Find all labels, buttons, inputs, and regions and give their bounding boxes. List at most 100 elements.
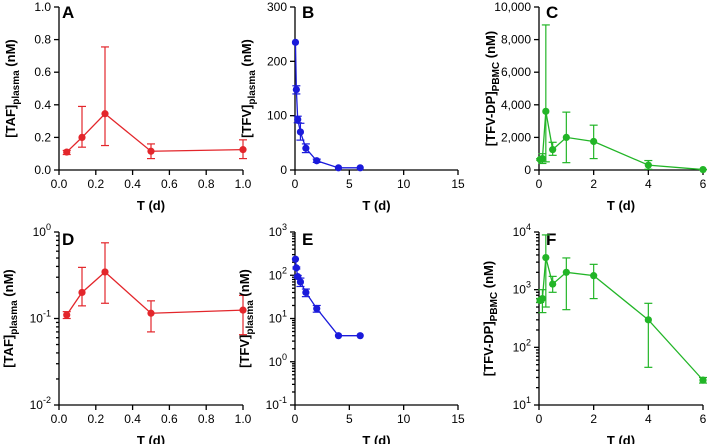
data-point: [101, 268, 109, 276]
x-tick-label: 2: [590, 412, 597, 426]
y-axis-label: [TFV-DP]PBMC (nM): [483, 31, 502, 146]
data-point: [313, 157, 321, 165]
panel-b: 0 5 10 15 0 100 200 300 T (d) [TFV]plasma (nM) B: [239, 0, 465, 213]
x-tick-label: 10: [397, 177, 411, 191]
x-tick-label: 6: [700, 177, 707, 191]
x-tick-label: 0.4: [124, 177, 141, 191]
y-tick-label: 100: [267, 109, 287, 123]
data-point: [291, 255, 300, 263]
data-point: [63, 311, 71, 319]
y-tick-label: 0.0: [34, 163, 51, 177]
panel-letter: C: [546, 3, 558, 22]
data-point: [356, 332, 364, 340]
series-line: [294, 42, 361, 169]
data-point: [239, 146, 247, 154]
data-point: [147, 309, 155, 317]
y-tick-label: 100: [33, 222, 51, 239]
series-line: [539, 257, 704, 381]
x-tick-label: 15: [451, 177, 465, 191]
data-point: [699, 376, 707, 384]
y-tick-label: 102: [513, 337, 531, 354]
x-axis-label: T (d): [607, 198, 635, 213]
x-tick-label: 1.0: [235, 412, 252, 426]
data-point: [147, 147, 155, 155]
data-point: [590, 137, 598, 146]
x-axis-label: T (d): [362, 198, 390, 213]
x-tick-label: 0.2: [87, 412, 104, 426]
data-point: [294, 273, 302, 281]
y-tick-label: 0.2: [34, 130, 51, 144]
y-tick-label: 6,000: [501, 65, 531, 79]
x-tick-label: 2: [590, 177, 597, 191]
data-point: [542, 107, 550, 115]
panel-e: 0 5 10 15 10-1 100 101 102 103 T (d) [TFV]plasma (…: [237, 222, 465, 444]
series-line: [294, 259, 361, 337]
x-tick-label: 6: [700, 412, 707, 426]
data-point: [538, 294, 547, 303]
data-point: [644, 161, 652, 169]
y-tick-label: 10,000: [494, 0, 531, 14]
data-point: [292, 85, 300, 94]
data-point: [356, 164, 364, 172]
x-tick-label: 15: [451, 412, 465, 426]
data-point: [294, 115, 302, 124]
x-tick-label: 4: [645, 412, 652, 426]
panel-letter: D: [62, 230, 74, 249]
data-point: [291, 38, 300, 46]
data-point: [239, 306, 247, 314]
y-tick-label: 2,000: [501, 130, 531, 144]
x-tick-label: 5: [346, 412, 353, 426]
x-tick-label: 0.8: [198, 177, 215, 191]
panel-letter: F: [546, 230, 556, 249]
data-point: [699, 165, 707, 174]
y-tick-label: 1.0: [34, 0, 51, 14]
x-tick-label: 0.0: [51, 177, 68, 191]
data-point: [302, 288, 310, 297]
y-tick-label: 0.6: [34, 65, 51, 79]
data-point: [549, 146, 557, 154]
data-point: [296, 128, 305, 136]
data-point: [549, 280, 557, 288]
data-point: [562, 133, 570, 141]
x-axis-label: T (d): [137, 433, 165, 444]
y-tick-label: 103: [269, 222, 287, 239]
series-line: [66, 271, 244, 316]
data-point: [562, 268, 570, 276]
y-tick-label: 101: [513, 395, 531, 412]
y-tick-label: 10-1: [266, 395, 287, 412]
y-axis-label: [TFV]plasma (nM): [239, 39, 258, 138]
y-axis-label: [TFV-DP]PBMC (nM): [481, 261, 500, 376]
series-line: [539, 111, 704, 171]
x-axis-label: T (d): [137, 198, 165, 213]
data-point: [334, 164, 343, 172]
panel-letter: A: [62, 3, 74, 22]
y-axis-label: [TFV]plasma (nM): [237, 269, 256, 368]
data-point: [302, 144, 310, 152]
y-tick-label: 100: [269, 352, 287, 369]
y-tick-label: 4,000: [501, 98, 531, 112]
x-tick-label: 1.0: [235, 177, 252, 191]
x-tick-label: 5: [346, 177, 353, 191]
y-tick-label: 101: [269, 309, 287, 326]
y-tick-label: 10-2: [30, 395, 51, 412]
x-tick-label: 0.2: [87, 177, 104, 191]
panel-a: 0.0 0.2 0.4 0.6 0.8 1.0 0.0 0.2 0.4 0.6 0.8 1.0 T (d…: [3, 0, 252, 213]
x-axis-label: T (d): [607, 433, 635, 444]
data-point: [590, 272, 598, 280]
data-point: [101, 110, 109, 118]
panel-d: 0.0 0.2 0.4 0.6 0.8 1.0 10-2 10-1 100 T (d) [TAF]p…: [1, 222, 252, 444]
x-tick-label: 0: [292, 412, 299, 426]
data-point: [334, 332, 343, 340]
data-point: [296, 278, 305, 286]
y-tick-label: 102: [269, 265, 287, 282]
data-point: [313, 304, 321, 313]
series-line: [66, 112, 244, 153]
y-tick-label: 103: [513, 280, 531, 297]
x-tick-label: 0: [292, 177, 299, 191]
data-point: [78, 288, 86, 297]
data-point: [78, 133, 86, 141]
y-tick-label: 0: [280, 163, 287, 177]
y-tick-label: 10-1: [30, 309, 51, 326]
y-axis-label: [TAF]plasma (nM): [3, 39, 22, 137]
y-tick-label: 8,000: [501, 33, 531, 47]
